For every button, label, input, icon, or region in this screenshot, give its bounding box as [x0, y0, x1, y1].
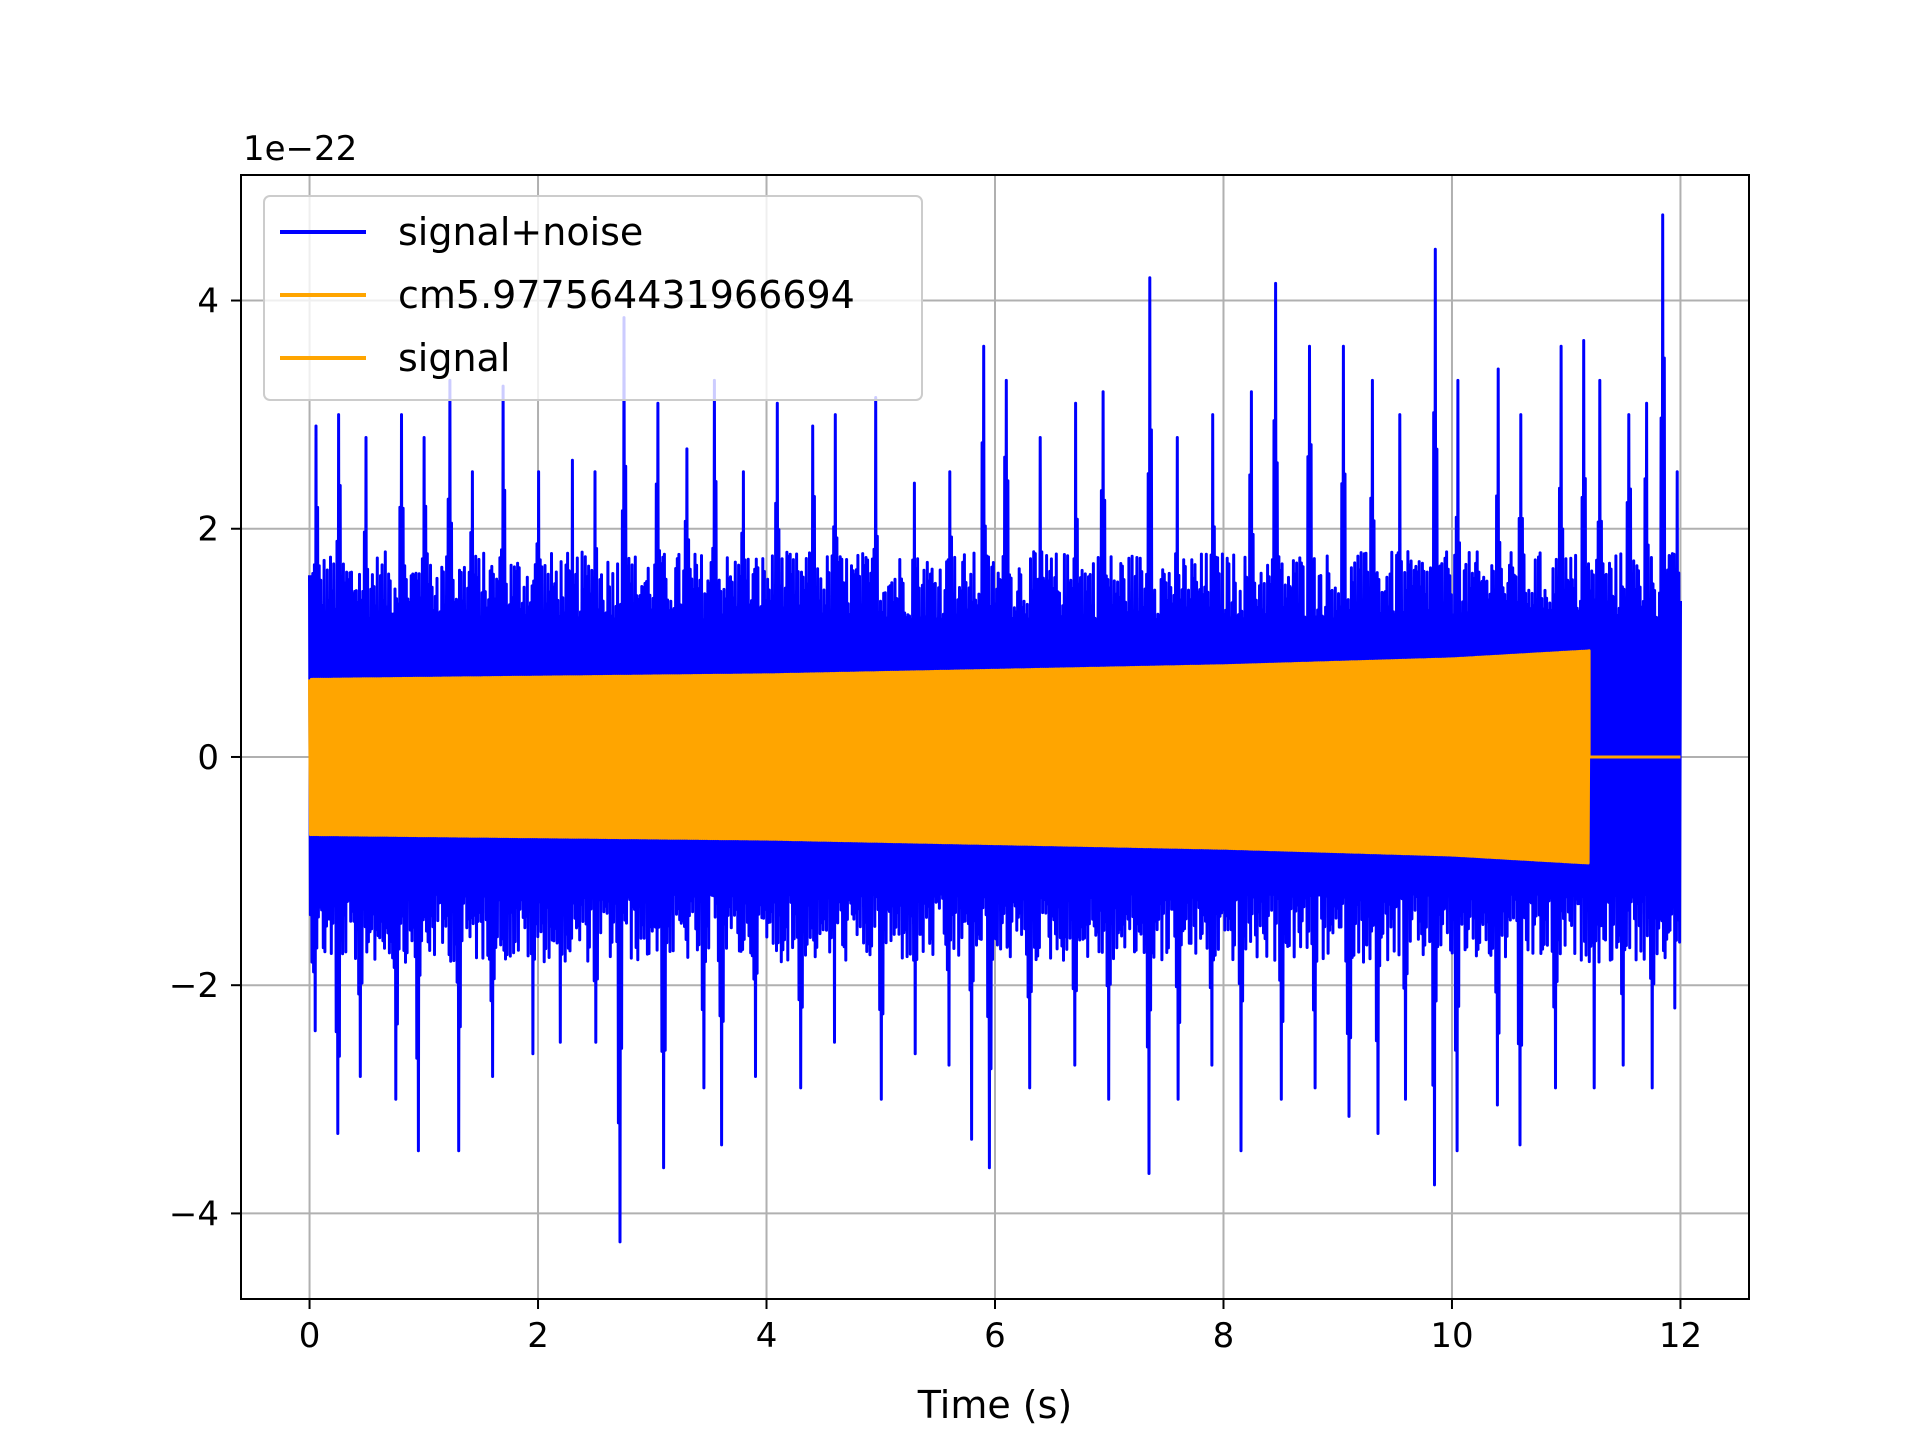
series-signal: [308, 649, 1681, 865]
y-tick-label: −2: [169, 966, 219, 1006]
x-tick-label: 0: [299, 1316, 321, 1356]
legend: signal+noise cm5.977564431966694 signal: [263, 195, 923, 401]
y-tick-label: 2: [197, 510, 219, 550]
legend-label-signal-noise: signal+noise: [398, 210, 643, 254]
x-tick-label: 8: [1213, 1316, 1235, 1356]
y-offset-label: 1e−22: [243, 129, 357, 169]
ticks: 0 2 4 6 8 10 12 −4 −2 0 2 4: [169, 282, 1702, 1356]
y-tick-label: −4: [169, 1194, 219, 1234]
y-tick-label: 4: [197, 282, 219, 322]
x-tick-label: 2: [527, 1316, 549, 1356]
x-tick-label: 6: [984, 1316, 1006, 1356]
legend-box: [263, 195, 923, 401]
x-tick-label: 4: [756, 1316, 778, 1356]
x-tick-label: 10: [1430, 1316, 1473, 1356]
legend-label-cm: cm5.977564431966694: [398, 273, 855, 317]
y-tick-label: 0: [197, 738, 219, 778]
x-tick-label: 12: [1659, 1316, 1702, 1356]
legend-label-signal: signal: [398, 336, 510, 380]
x-axis-title: Time (s): [917, 1383, 1073, 1427]
series-layer: [308, 213, 1682, 1244]
